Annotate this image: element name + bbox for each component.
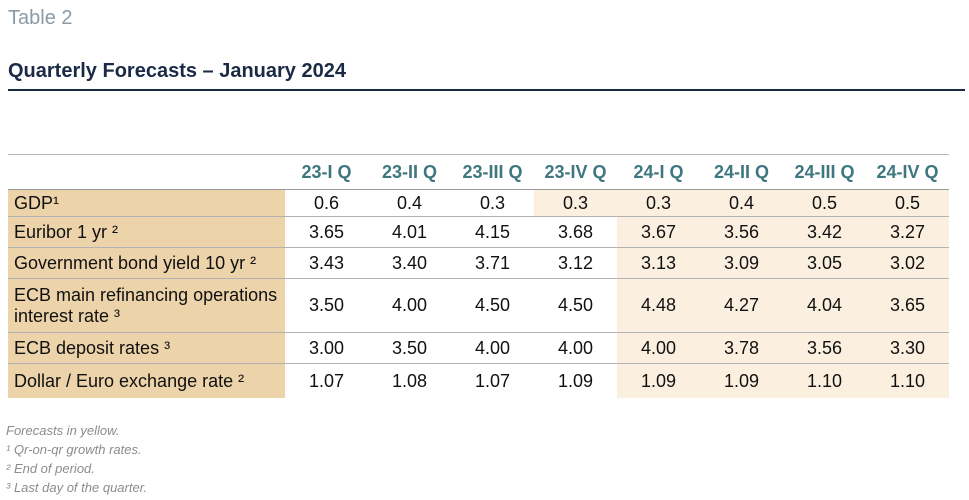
footnote-1: ¹ Qr-on-qr growth rates. [6,442,142,457]
table-cell: 1.08 [368,363,451,398]
forecast-cell: 0.3 [617,189,700,217]
forecast-cell: 4.48 [617,278,700,333]
table-cell: 3.68 [534,216,617,248]
table-header-row: 23-I Q 23-II Q 23-III Q 23-IV Q 24-I Q 2… [8,154,949,190]
footnotes: Forecasts in yellow. ¹ Qr-on-qr growth r… [6,421,147,497]
table-row: ECB deposit rates ³ 3.00 3.50 4.00 4.00 … [8,332,949,364]
row-label: Dollar / Euro exchange rate ² [8,363,285,398]
table-cell: 1.07 [285,363,368,398]
forecast-cell: 0.4 [700,189,783,217]
table-cell: 0.3 [451,189,534,217]
forecast-cell: 1.10 [866,363,949,398]
row-label: ECB main refinancing operations interest… [8,278,285,333]
forecast-cell: 0.5 [866,189,949,217]
page-title: Quarterly Forecasts – January 2024 [8,60,346,82]
footnote-2: ² End of period. [6,461,95,476]
column-header: 23-I Q [285,154,368,190]
table-number-label: Table 2 [8,7,73,29]
table-cell: 4.00 [451,332,534,364]
forecast-cell: 3.13 [617,247,700,279]
forecast-cell: 3.67 [617,216,700,248]
forecast-table-container: 23-I Q 23-II Q 23-III Q 23-IV Q 24-I Q 2… [8,154,949,398]
table-cell: 0.4 [368,189,451,217]
forecast-cell: 0.5 [783,189,866,217]
footnote-3: ³ Last day of the quarter. [6,480,148,495]
forecast-cell: 4.00 [617,332,700,364]
table-cell: 3.12 [534,247,617,279]
table-cell: 4.00 [534,332,617,364]
column-header: 24-IV Q [866,154,949,190]
forecast-cell: 1.09 [617,363,700,398]
forecast-cell: 3.02 [866,247,949,279]
forecast-cell: 3.65 [866,278,949,333]
forecast-cell: 3.78 [700,332,783,364]
table-cell: 4.00 [368,278,451,333]
column-header: 24-I Q [617,154,700,190]
table-row: ECB main refinancing operations interest… [8,278,949,333]
row-label: ECB deposit rates ³ [8,332,285,364]
table-cell: 4.15 [451,216,534,248]
column-header: 24-III Q [783,154,866,190]
table-row: GDP¹ 0.6 0.4 0.3 0.3 0.3 0.4 0.5 0.5 [8,189,949,217]
forecast-cell: 3.30 [866,332,949,364]
column-header: 23-II Q [368,154,451,190]
forecast-cell: 4.04 [783,278,866,333]
table-cell: 4.50 [534,278,617,333]
table-cell: 1.07 [451,363,534,398]
forecast-cell: 3.42 [783,216,866,248]
table-cell: 4.01 [368,216,451,248]
table-cell: 3.00 [285,332,368,364]
table-cell: 3.50 [285,278,368,333]
table-cell: 3.40 [368,247,451,279]
title-divider [8,89,965,91]
forecast-cell: 3.27 [866,216,949,248]
forecast-cell: 3.56 [700,216,783,248]
table-row: Euribor 1 yr ² 3.65 4.01 4.15 3.68 3.67 … [8,216,949,248]
table-cell: 1.09 [534,363,617,398]
forecast-cell: 3.05 [783,247,866,279]
row-label: Euribor 1 yr ² [8,216,285,248]
row-label: Government bond yield 10 yr ² [8,247,285,279]
column-header: 23-III Q [451,154,534,190]
forecast-cell: 0.3 [534,189,617,217]
table-row: Government bond yield 10 yr ² 3.43 3.40 … [8,247,949,279]
table-cell: 0.6 [285,189,368,217]
forecast-cell: 4.27 [700,278,783,333]
column-header: 24-II Q [700,154,783,190]
column-header: 23-IV Q [534,154,617,190]
forecast-cell: 3.56 [783,332,866,364]
table-row: Dollar / Euro exchange rate ² 1.07 1.08 … [8,363,949,398]
table-cell: 3.65 [285,216,368,248]
table-cell: 3.43 [285,247,368,279]
table-cell: 4.50 [451,278,534,333]
forecast-cell: 3.09 [700,247,783,279]
header-blank-cell [8,154,285,190]
forecast-cell: 1.09 [700,363,783,398]
table-cell: 3.50 [368,332,451,364]
table-cell: 3.71 [451,247,534,279]
row-label: GDP¹ [8,189,285,217]
forecast-table: 23-I Q 23-II Q 23-III Q 23-IV Q 24-I Q 2… [8,154,949,398]
footnote-forecast: Forecasts in yellow. [6,423,120,438]
forecast-cell: 1.10 [783,363,866,398]
